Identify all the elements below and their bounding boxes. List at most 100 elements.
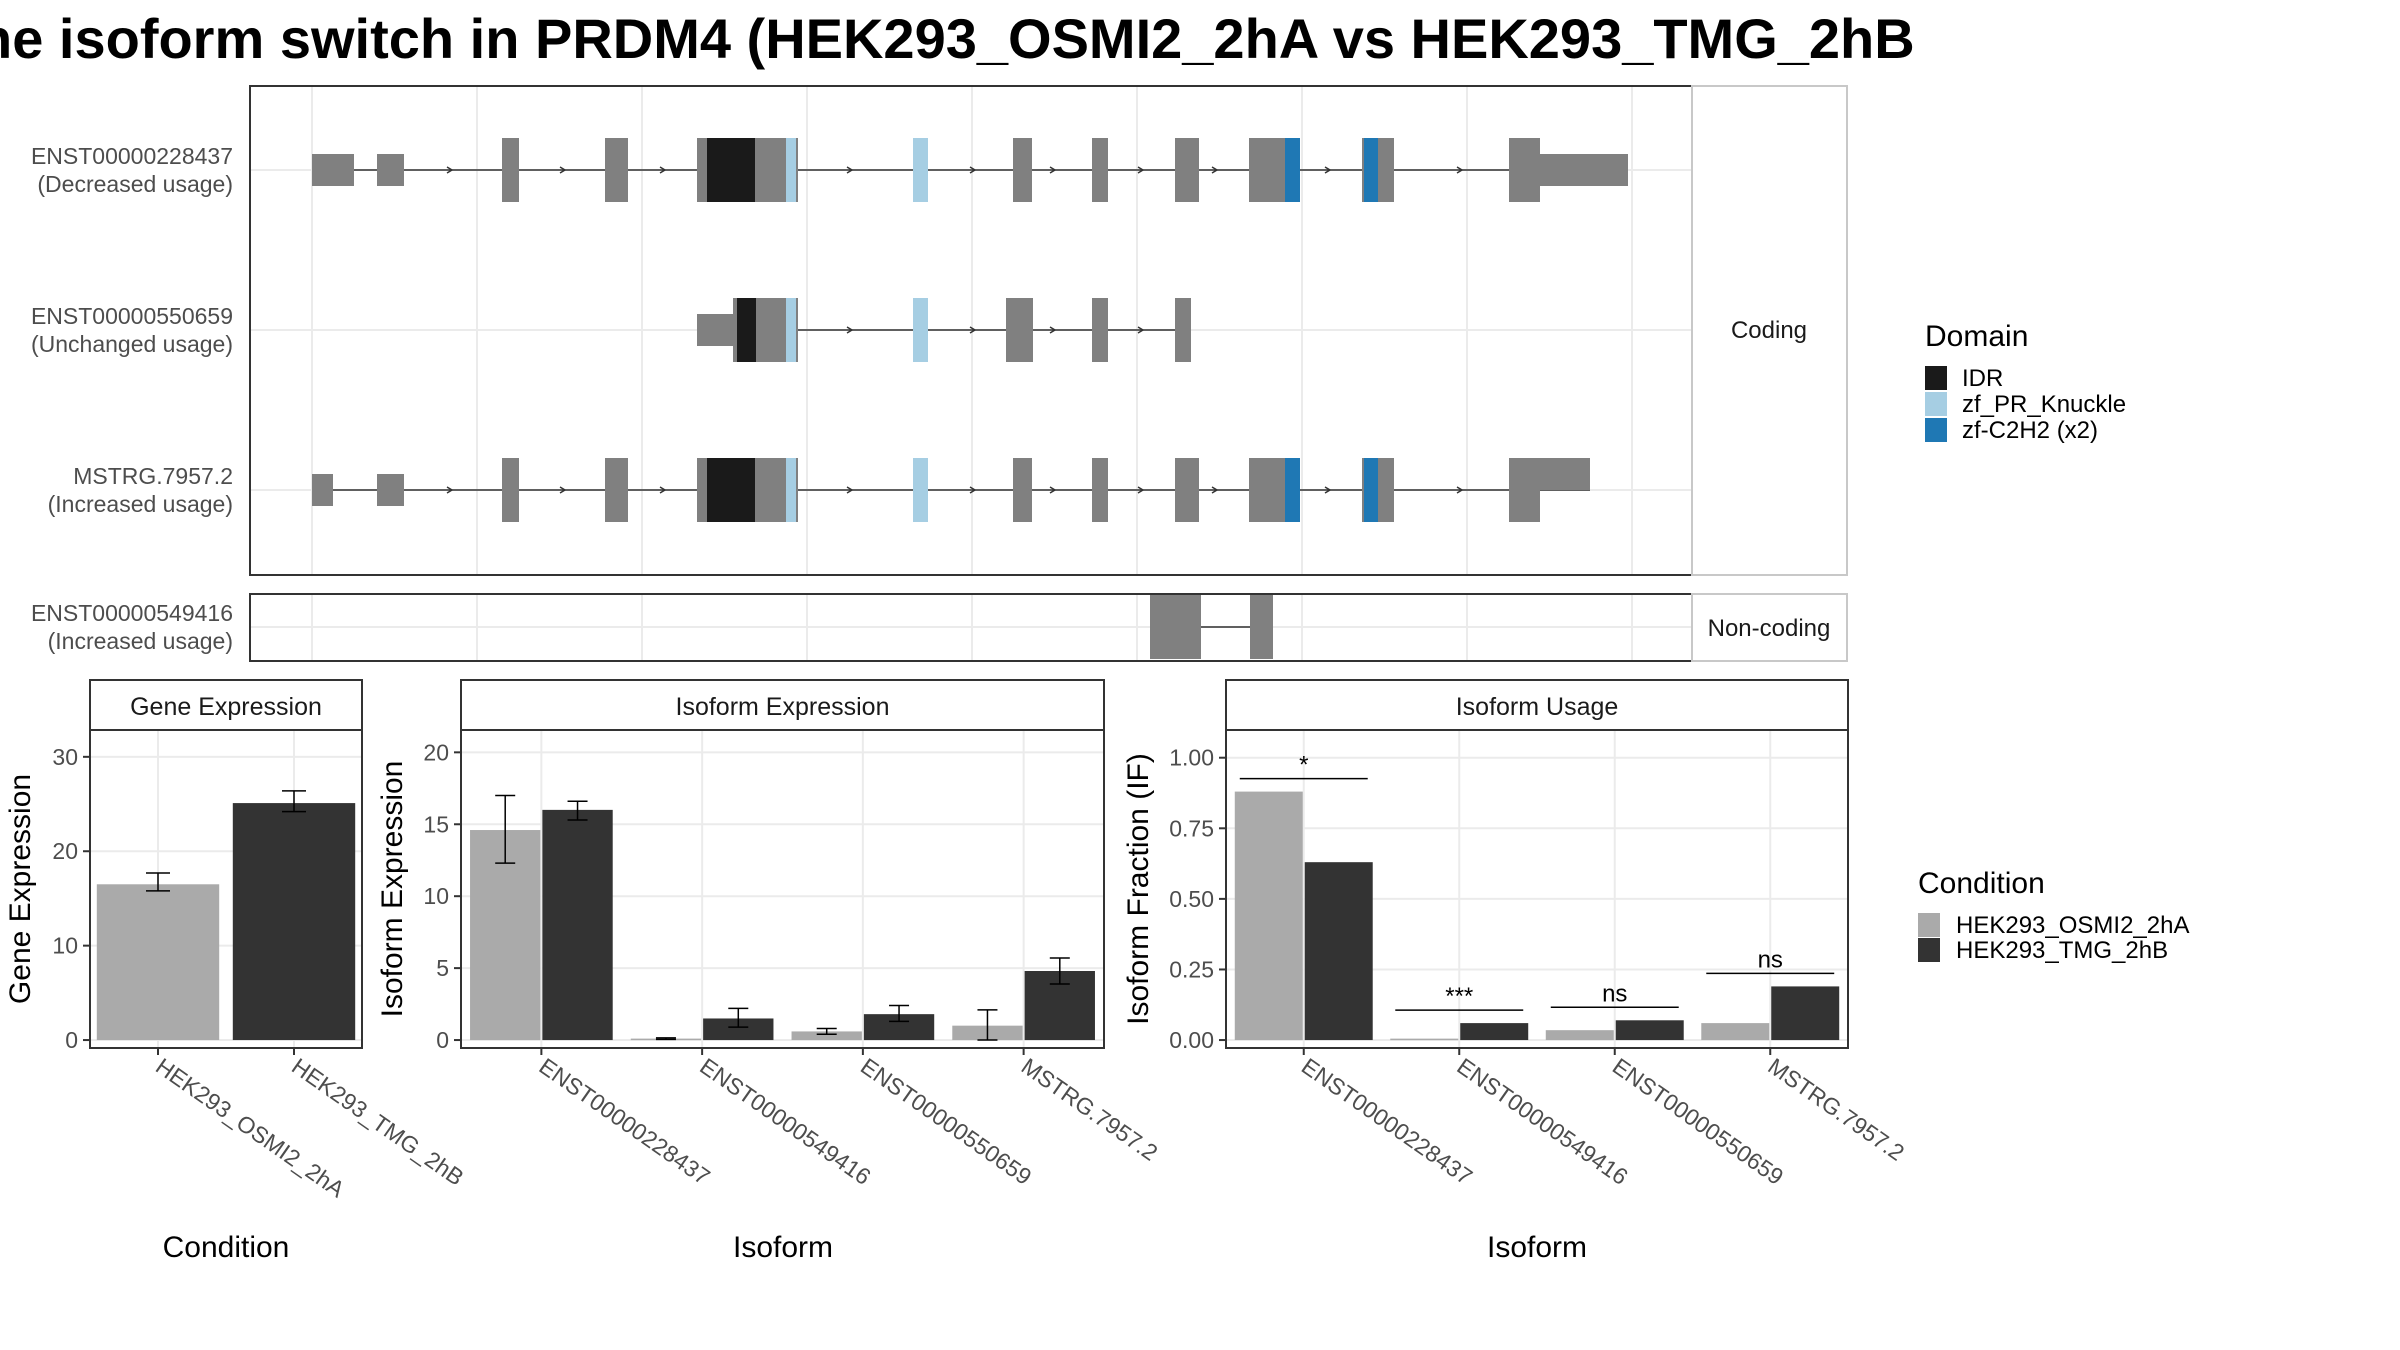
y-axis-title: Isoform Fraction (IF) (1122, 753, 1155, 1025)
utr-exon (312, 474, 333, 506)
x-tick-label: ENST00000228437 (535, 1053, 715, 1190)
y-tick-label: 20 (423, 739, 449, 765)
significance-label: ns (1758, 946, 1783, 973)
bar (542, 809, 613, 1041)
track-label-id: MSTRG.7957.2 (73, 463, 233, 489)
intron-arrow (969, 166, 977, 174)
utr-exon (377, 474, 404, 506)
y-tick-label: 0.00 (1169, 1027, 1214, 1053)
intron-arrow (659, 166, 667, 174)
bar (1234, 791, 1303, 1041)
bar (703, 1018, 774, 1041)
domain-legend-label: zf_PR_Knuckle (1962, 391, 2126, 418)
coding-strip (1691, 85, 1848, 576)
track-enst00000228437 (312, 138, 1628, 202)
y-tick-label: 10 (423, 883, 449, 909)
intron-arrow (1049, 166, 1057, 174)
y-tick-label: 0.50 (1169, 886, 1214, 912)
panel-strip (1225, 679, 1849, 731)
x-tick-label: ENST00000550659 (1608, 1053, 1788, 1190)
panel-strip-label: Isoform Expression (676, 693, 890, 721)
bar (232, 803, 356, 1041)
bar (1390, 1038, 1459, 1041)
y-tick-label: 0.25 (1169, 956, 1214, 982)
y-tick-label: 20 (52, 838, 78, 864)
bar (1771, 986, 1840, 1041)
y-tick-label: 5 (436, 955, 449, 981)
coding-exon (1013, 458, 1032, 522)
domain-legend-label: zf-C2H2 (x2) (1962, 417, 2098, 444)
coding-exon (1006, 298, 1033, 362)
y-tick-label: 0 (65, 1027, 78, 1053)
intron-arrow (1456, 486, 1464, 494)
bar (1615, 1020, 1684, 1041)
intron-arrow (1137, 326, 1145, 334)
bar (1460, 1023, 1529, 1041)
chart-title: he isoform switch in PRDM4 (HEK293_OSMI2… (0, 7, 1915, 70)
intron-arrow (846, 326, 854, 334)
bar (1545, 1030, 1614, 1041)
coding-exon (605, 138, 628, 202)
intron-arrow (1049, 326, 1057, 334)
intron-arrow (969, 326, 977, 334)
x-tick-label: MSTRG.7957.2 (1763, 1053, 1909, 1166)
coding-exon (605, 458, 628, 522)
domain-zf-pr-knuckle (913, 458, 928, 522)
domain-zf-c2h2 (1364, 138, 1378, 202)
panel-strip (89, 679, 363, 731)
intron-arrow (1456, 166, 1464, 174)
y-tick-label: 10 (52, 933, 78, 959)
track-label-usage: (Unchanged usage) (31, 331, 233, 357)
domain-legend-title: Domain (1925, 320, 2028, 353)
intron-arrow (1324, 486, 1332, 494)
y-axis-title: Isoform Expression (376, 761, 409, 1018)
bar (1304, 862, 1373, 1041)
intron-arrow (846, 486, 854, 494)
track-label-usage: (Decreased usage) (37, 171, 233, 197)
coding-exon (1509, 458, 1540, 522)
domain-legend-label: IDR (1962, 365, 2003, 392)
condition-legend-key (1918, 938, 1940, 962)
domain-zf-pr-knuckle (786, 458, 796, 522)
panel-border (89, 729, 363, 1049)
utr-exon (1540, 458, 1590, 490)
intron-arrow (969, 486, 977, 494)
y-tick-label: 15 (423, 811, 449, 837)
domain-zf-pr-knuckle (913, 298, 928, 362)
noncoding-exon (1150, 595, 1201, 659)
intron-arrow (1211, 486, 1219, 494)
track-label-id: ENST00000550659 (31, 303, 233, 329)
coding-exon (1509, 138, 1540, 202)
domain-zf-pr-knuckle (913, 138, 928, 202)
bar (791, 1031, 862, 1041)
x-axis-title: Isoform (1487, 1231, 1587, 1264)
y-axis-title: Gene Expression (4, 774, 37, 1004)
utr-exon (377, 154, 404, 186)
domain-legend-key (1925, 366, 1947, 390)
coding-exon (1175, 138, 1199, 202)
coding-exon (502, 458, 519, 522)
domain-zf-pr-knuckle (786, 138, 796, 202)
coding-exon (1175, 298, 1191, 362)
domain-zf-c2h2 (1285, 458, 1300, 522)
noncoding-exon (1250, 595, 1273, 659)
legends: Domain Condition IDRzf_PR_Knucklezf-C2H2… (1918, 320, 2189, 964)
track-label-id: ENST00000228437 (31, 143, 233, 169)
domain-zf-c2h2 (1285, 138, 1300, 202)
panel-strip-label: Isoform Usage (1456, 693, 1619, 721)
significance-label: * (1299, 752, 1308, 779)
bar (470, 830, 541, 1041)
bar (1701, 1023, 1770, 1041)
y-tick-label: 0 (436, 1027, 449, 1053)
intron-arrow (446, 166, 454, 174)
panel-border (1225, 729, 1849, 1049)
track-enst00000549416 (1150, 595, 1273, 659)
panel-strip-label: Gene Expression (130, 693, 322, 721)
bar-panel-3: Isoform Usage**** nsns0.000.250.500.751.0… (1122, 679, 1909, 1264)
x-tick-label: ENST00000228437 (1297, 1053, 1477, 1190)
significance-label: *** (1445, 983, 1473, 1010)
x-tick-label: ENST00000550659 (856, 1053, 1036, 1190)
transcript-structure-plot: Coding Non-coding ENST00000228437(Decrease… (31, 85, 1848, 662)
intron-arrow (659, 486, 667, 494)
x-tick-label: MSTRG.7957.2 (1017, 1053, 1163, 1166)
